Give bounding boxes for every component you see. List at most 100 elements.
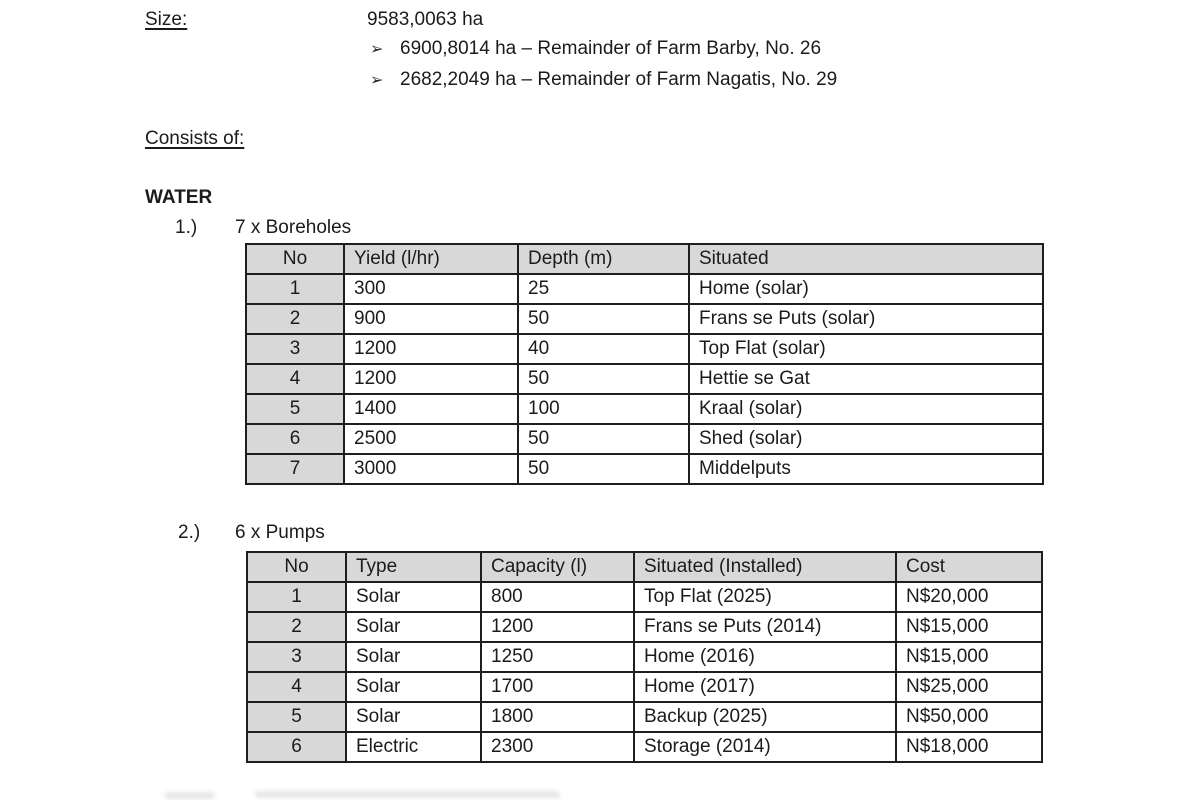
- table-cell: 25: [517, 273, 690, 305]
- table-cell: Solar: [345, 701, 482, 733]
- column-header: Yield (l/hr): [343, 243, 519, 275]
- table-row: 4 1200 50 Hettie se Gat: [245, 363, 1044, 395]
- table-cell: N$20,000: [895, 581, 1043, 613]
- list-item: ➢ 6900,8014 ha – Remainder of Farm Barby…: [370, 38, 837, 60]
- table-cell: Middelputs: [688, 453, 1044, 485]
- column-header: Cost: [895, 551, 1043, 583]
- table-cell: Top Flat (2025): [633, 581, 897, 613]
- section-heading-water: WATER: [145, 187, 213, 208]
- column-header: Situated: [688, 243, 1044, 275]
- table-row: 5 1400 100 Kraal (solar): [245, 393, 1044, 425]
- table-cell: 1250: [480, 641, 635, 673]
- table-cell: Kraal (solar): [688, 393, 1044, 425]
- size-label: Size:: [145, 9, 188, 30]
- table-row: 1 300 25 Home (solar): [245, 273, 1044, 305]
- item-title-pumps: 6 x Pumps: [235, 522, 325, 543]
- table-cell: Backup (2025): [633, 701, 897, 733]
- table-cell: 50: [517, 423, 690, 455]
- arrow-bullet-icon: ➢: [370, 41, 384, 58]
- table-cell: 1200: [343, 363, 519, 395]
- table-cell: 5: [246, 701, 347, 733]
- table-cell: Frans se Puts (solar): [688, 303, 1044, 335]
- arrow-bullet-icon: ➢: [370, 72, 384, 89]
- table-cell: 1200: [343, 333, 519, 365]
- consists-of-label: Consists of:: [145, 128, 245, 149]
- table-cell: 3: [246, 641, 347, 673]
- table-row: 5 Solar 1800 Backup (2025) N$50,000: [246, 701, 1043, 733]
- table-cell: 1700: [480, 671, 635, 703]
- column-header: Capacity (l): [480, 551, 635, 583]
- table-cell: 50: [517, 363, 690, 395]
- table-row: 1 Solar 800 Top Flat (2025) N$20,000: [246, 581, 1043, 613]
- table-cell: 2: [246, 611, 347, 643]
- table-cell: 6: [245, 423, 345, 455]
- size-breakdown-list: ➢ 6900,8014 ha – Remainder of Farm Barby…: [370, 38, 837, 91]
- table-cell: Shed (solar): [688, 423, 1044, 455]
- clipped-text-sliver: [255, 791, 560, 798]
- table-cell: 40: [517, 333, 690, 365]
- table-cell: 6: [246, 731, 347, 763]
- table-row: 7 3000 50 Middelputs: [245, 453, 1044, 485]
- column-header: Type: [345, 551, 482, 583]
- table-cell: 1400: [343, 393, 519, 425]
- table-cell: N$15,000: [895, 611, 1043, 643]
- table-cell: 100: [517, 393, 690, 425]
- table-cell: 900: [343, 303, 519, 335]
- table-cell: 1200: [480, 611, 635, 643]
- item-number: 1.): [175, 217, 198, 238]
- table-cell: N$50,000: [895, 701, 1043, 733]
- table-cell: Solar: [345, 611, 482, 643]
- table-row: 2 900 50 Frans se Puts (solar): [245, 303, 1044, 335]
- table-cell: Hettie se Gat: [688, 363, 1044, 395]
- column-header: Depth (m): [517, 243, 690, 275]
- table-cell: 2300: [480, 731, 635, 763]
- table-cell: 50: [517, 303, 690, 335]
- table-row: 6 2500 50 Shed (solar): [245, 423, 1044, 455]
- table-cell: Solar: [345, 641, 482, 673]
- table-row: 4 Solar 1700 Home (2017) N$25,000: [246, 671, 1043, 703]
- table-cell: Home (2017): [633, 671, 897, 703]
- size-value: 9583,0063 ha: [367, 9, 484, 30]
- table-cell: N$18,000: [895, 731, 1043, 763]
- table-cell: Frans se Puts (2014): [633, 611, 897, 643]
- table-row: 3 1200 40 Top Flat (solar): [245, 333, 1044, 365]
- table-cell: Solar: [345, 671, 482, 703]
- pumps-table: No Type Capacity (l) Situated (Installed) Co…: [246, 551, 1043, 763]
- table-cell: 1: [245, 273, 345, 305]
- item-number: 2.): [178, 522, 201, 543]
- table-cell: 2500: [343, 423, 519, 455]
- list-item: ➢ 2682,2049 ha – Remainder of Farm Nagat…: [370, 69, 837, 91]
- table-header-row: No Type Capacity (l) Situated (Installed) Co…: [246, 551, 1043, 583]
- table-header-row: No Yield (l/hr) Depth (m) Situated: [245, 243, 1044, 275]
- table-cell: Electric: [345, 731, 482, 763]
- column-header: No: [245, 243, 345, 275]
- table-cell: 7: [245, 453, 345, 485]
- size-item-text: 2682,2049 ha – Remainder of Farm Nagatis…: [400, 69, 838, 90]
- table-cell: 5: [245, 393, 345, 425]
- table-cell: Storage (2014): [633, 731, 897, 763]
- table-row: 6 Electric 2300 Storage (2014) N$18,000: [246, 731, 1043, 763]
- boreholes-table: No Yield (l/hr) Depth (m) Situated 1 300 25 Hom…: [245, 243, 1044, 485]
- table-row: 2 Solar 1200 Frans se Puts (2014) N$15,000: [246, 611, 1043, 643]
- table-cell: 3000: [343, 453, 519, 485]
- clipped-text-sliver: [165, 792, 215, 799]
- table-cell: 800: [480, 581, 635, 613]
- table-cell: 4: [245, 363, 345, 395]
- table-cell: 1: [246, 581, 347, 613]
- column-header: Situated (Installed): [633, 551, 897, 583]
- table-cell: 4: [246, 671, 347, 703]
- table-cell: Home (2016): [633, 641, 897, 673]
- table-row: 3 Solar 1250 Home (2016) N$15,000: [246, 641, 1043, 673]
- table-cell: Top Flat (solar): [688, 333, 1044, 365]
- table-cell: 2: [245, 303, 345, 335]
- size-item-text: 6900,8014 ha – Remainder of Farm Barby, …: [400, 38, 822, 59]
- table-cell: N$25,000: [895, 671, 1043, 703]
- item-title-boreholes: 7 x Boreholes: [235, 217, 352, 238]
- table-cell: 1800: [480, 701, 635, 733]
- table-cell: N$15,000: [895, 641, 1043, 673]
- table-cell: 3: [245, 333, 345, 365]
- table-cell: 50: [517, 453, 690, 485]
- table-cell: Home (solar): [688, 273, 1044, 305]
- table-cell: 300: [343, 273, 519, 305]
